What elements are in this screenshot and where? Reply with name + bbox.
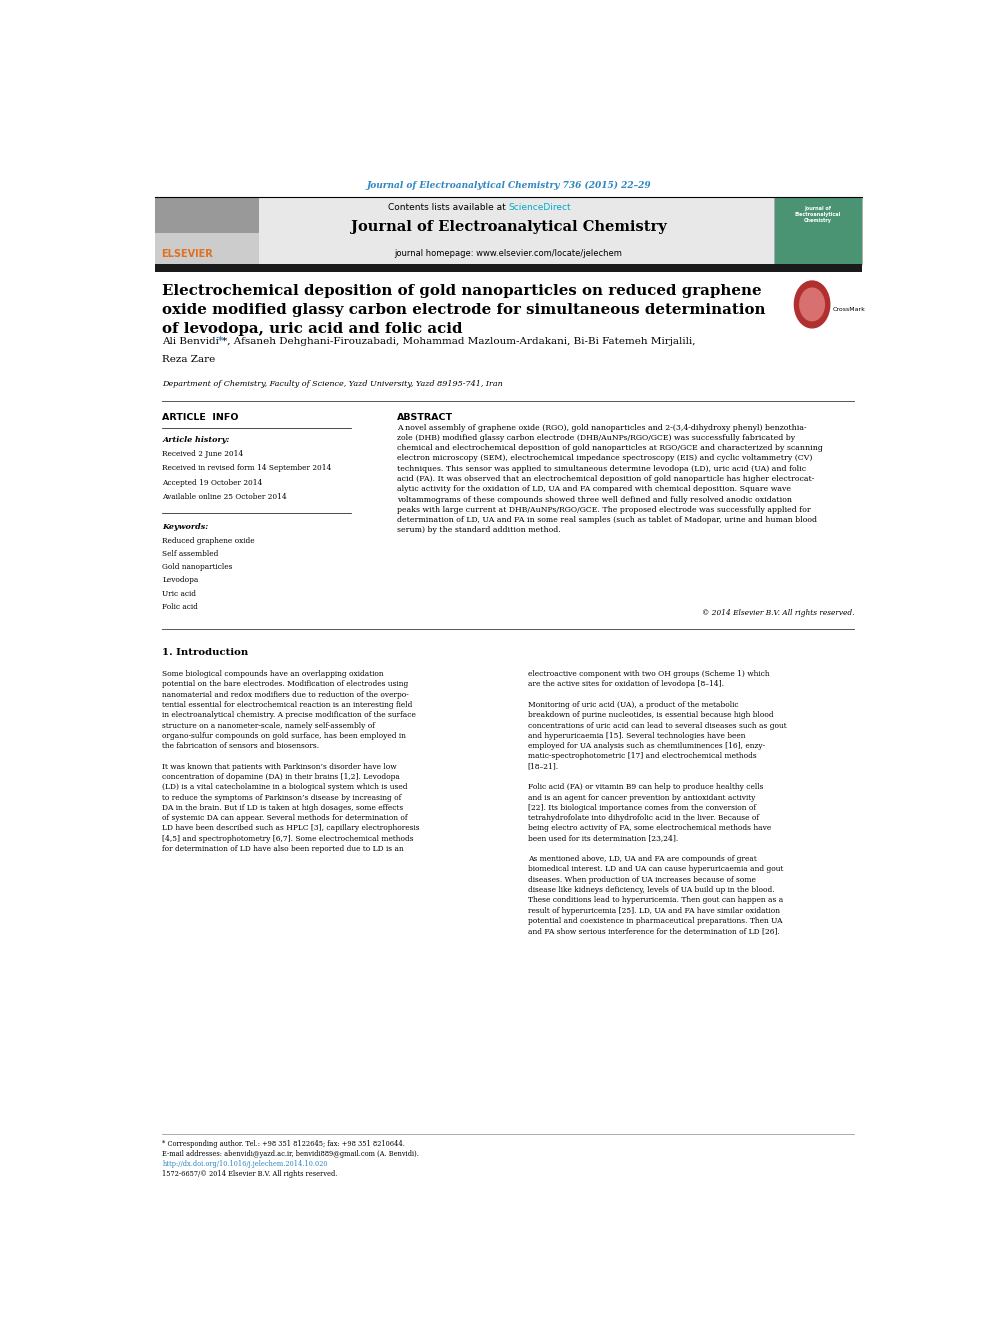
Text: ScienceDirect: ScienceDirect [509,202,571,212]
Text: Accepted 19 October 2014: Accepted 19 October 2014 [163,479,263,487]
Text: Available online 25 October 2014: Available online 25 October 2014 [163,493,287,501]
Text: © 2014 Elsevier B.V. All rights reserved.: © 2014 Elsevier B.V. All rights reserved… [702,609,854,617]
Text: Journal of Electroanalytical Chemistry 736 (2015) 22–29: Journal of Electroanalytical Chemistry 7… [366,181,651,191]
Text: Reza Zare: Reza Zare [163,356,215,364]
Text: Journal of Electroanalytical Chemistry: Journal of Electroanalytical Chemistry [350,220,667,234]
Text: Levodopa: Levodopa [163,577,198,585]
Text: Uric acid: Uric acid [163,590,196,598]
Text: Ali Benvidi *, Afsaneh Dehghani-Firouzabadi, Mohammad Mazloum-Ardakani, Bi-Bi Fa: Ali Benvidi *, Afsaneh Dehghani-Firouzab… [163,337,696,347]
Text: 1572-6657/© 2014 Elsevier B.V. All rights reserved.: 1572-6657/© 2014 Elsevier B.V. All right… [163,1171,338,1179]
Text: Article history:: Article history: [163,435,230,443]
Text: E-mail addresses: abenvidi@yazd.ac.ir, benvidi889@gmail.com (A. Benvidi).: E-mail addresses: abenvidi@yazd.ac.ir, b… [163,1150,420,1158]
Text: Gold nanoparticles: Gold nanoparticles [163,564,233,572]
Text: * Corresponding author. Tel.: +98 351 8122645; fax: +98 351 8210644.: * Corresponding author. Tel.: +98 351 81… [163,1140,406,1148]
Bar [155,197,862,263]
Text: ELSEVIER: ELSEVIER [161,249,212,258]
Text: Self assembled: Self assembled [163,550,219,558]
Text: Keywords:: Keywords: [163,524,208,532]
Text: Journal of
Electroanalytical
Chemistry: Journal of Electroanalytical Chemistry [795,205,841,224]
Text: Contents lists available at: Contents lists available at [388,202,509,212]
Text: Reduced graphene oxide: Reduced graphene oxide [163,537,255,545]
Text: Some biological compounds have an overlapping oxidation
potential on the bare el: Some biological compounds have an overla… [163,671,420,853]
Text: 1. Introduction: 1. Introduction [163,648,249,656]
Text: ABSTRACT: ABSTRACT [397,413,453,422]
Bar [155,197,259,263]
Text: Received in revised form 14 September 2014: Received in revised form 14 September 20… [163,464,331,472]
Text: Folic acid: Folic acid [163,603,198,611]
Text: A novel assembly of graphene oxide (RGO), gold nanoparticles and 2-(3,4-dihydrox: A novel assembly of graphene oxide (RGO)… [397,423,822,534]
Bar [774,197,862,263]
Text: Department of Chemistry, Faculty of Science, Yazd University, Yazd 89195-741, Ir: Department of Chemistry, Faculty of Scie… [163,380,503,388]
Circle shape [800,288,824,320]
Text: http://dx.doi.org/10.1016/j.jelechem.2014.10.020: http://dx.doi.org/10.1016/j.jelechem.201… [163,1160,328,1168]
Text: journal homepage: www.elsevier.com/locate/jelechem: journal homepage: www.elsevier.com/locat… [395,249,622,258]
Bar [155,263,862,271]
Circle shape [795,280,829,328]
Text: *: * [218,336,223,347]
Text: ARTICLE  INFO: ARTICLE INFO [163,413,239,422]
Text: electroactive component with two OH groups (Scheme 1) which
are the active sites: electroactive component with two OH grou… [528,671,787,935]
Text: Electrochemical deposition of gold nanoparticles on reduced graphene
oxide modif: Electrochemical deposition of gold nanop… [163,284,766,336]
Bar [155,197,259,233]
Text: Received 2 June 2014: Received 2 June 2014 [163,450,244,458]
Text: CrossMark: CrossMark [833,307,866,312]
